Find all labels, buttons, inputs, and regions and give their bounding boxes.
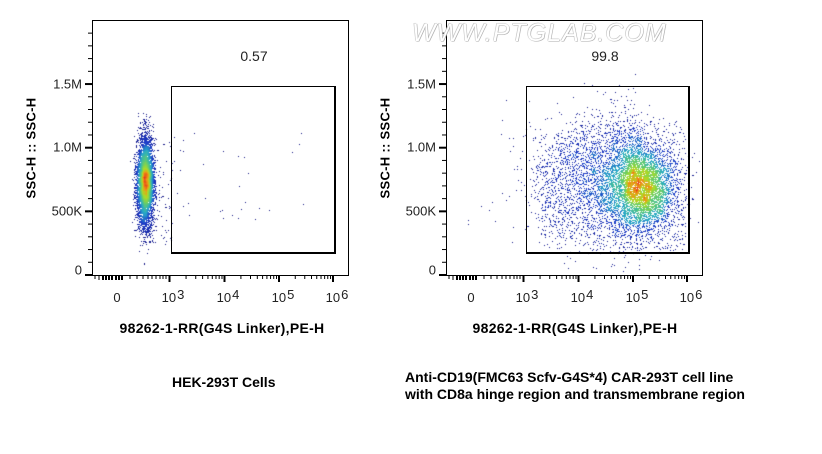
gate-percentage: 99.8	[591, 48, 619, 64]
y-tick-label: 0	[74, 262, 82, 278]
y-tick-label: 1.5M	[53, 76, 82, 92]
x-axis-label: 98262-1-RR(G4S Linker),PE-H	[119, 320, 325, 336]
plot-panel-left: SSC-H :: SSC-H 1.5M 1.0M 500K 0 0.57 0 1…	[24, 20, 349, 390]
x-tick-label: 104	[570, 287, 594, 305]
y-tick-label: 1.0M	[53, 139, 82, 155]
x-axis-label: 98262-1-RR(G4S Linker),PE-H	[472, 320, 678, 336]
y-tick-label: 1.5M	[407, 76, 436, 92]
x-tick-label: 105	[271, 287, 295, 305]
x-tick-label: 105	[625, 287, 649, 305]
axis-ticks	[85, 32, 334, 282]
x-tick-label: 106	[325, 287, 349, 305]
plot-frame	[446, 20, 703, 276]
y-tick-label: 500K	[405, 203, 436, 219]
y-tick-label: 1.0M	[407, 139, 436, 155]
sample-caption: Anti-CD19(FMC63 Scfv-G4S*4) CAR-293T cel…	[405, 369, 745, 402]
density-scatter-plot	[92, 20, 348, 275]
x-tick-label: 103	[515, 287, 539, 305]
x-tick-label: 106	[679, 287, 703, 305]
gate-rectangle[interactable]	[526, 86, 690, 254]
plot-panel-right: SSC-H :: SSC-H 1.5M 1.0M 500K 0 WWW.PTGL…	[354, 0, 765, 454]
gate-rectangle[interactable]	[171, 86, 336, 254]
x-tick-label: 103	[161, 287, 185, 305]
sample-caption: HEK-293T Cells	[172, 374, 276, 390]
plot-frame	[92, 20, 349, 276]
watermark: WWW.PTGLAB.COM	[412, 19, 667, 47]
density-scatter-plot	[446, 20, 702, 275]
y-tick-label: 0	[428, 262, 436, 278]
x-tick-label: 0	[467, 290, 475, 305]
axis-ticks	[439, 32, 688, 282]
x-tick-label: 0	[113, 290, 121, 305]
gate-percentage: 0.57	[240, 48, 268, 64]
y-tick-label: 500K	[51, 203, 82, 219]
x-tick-label: 104	[216, 287, 240, 305]
